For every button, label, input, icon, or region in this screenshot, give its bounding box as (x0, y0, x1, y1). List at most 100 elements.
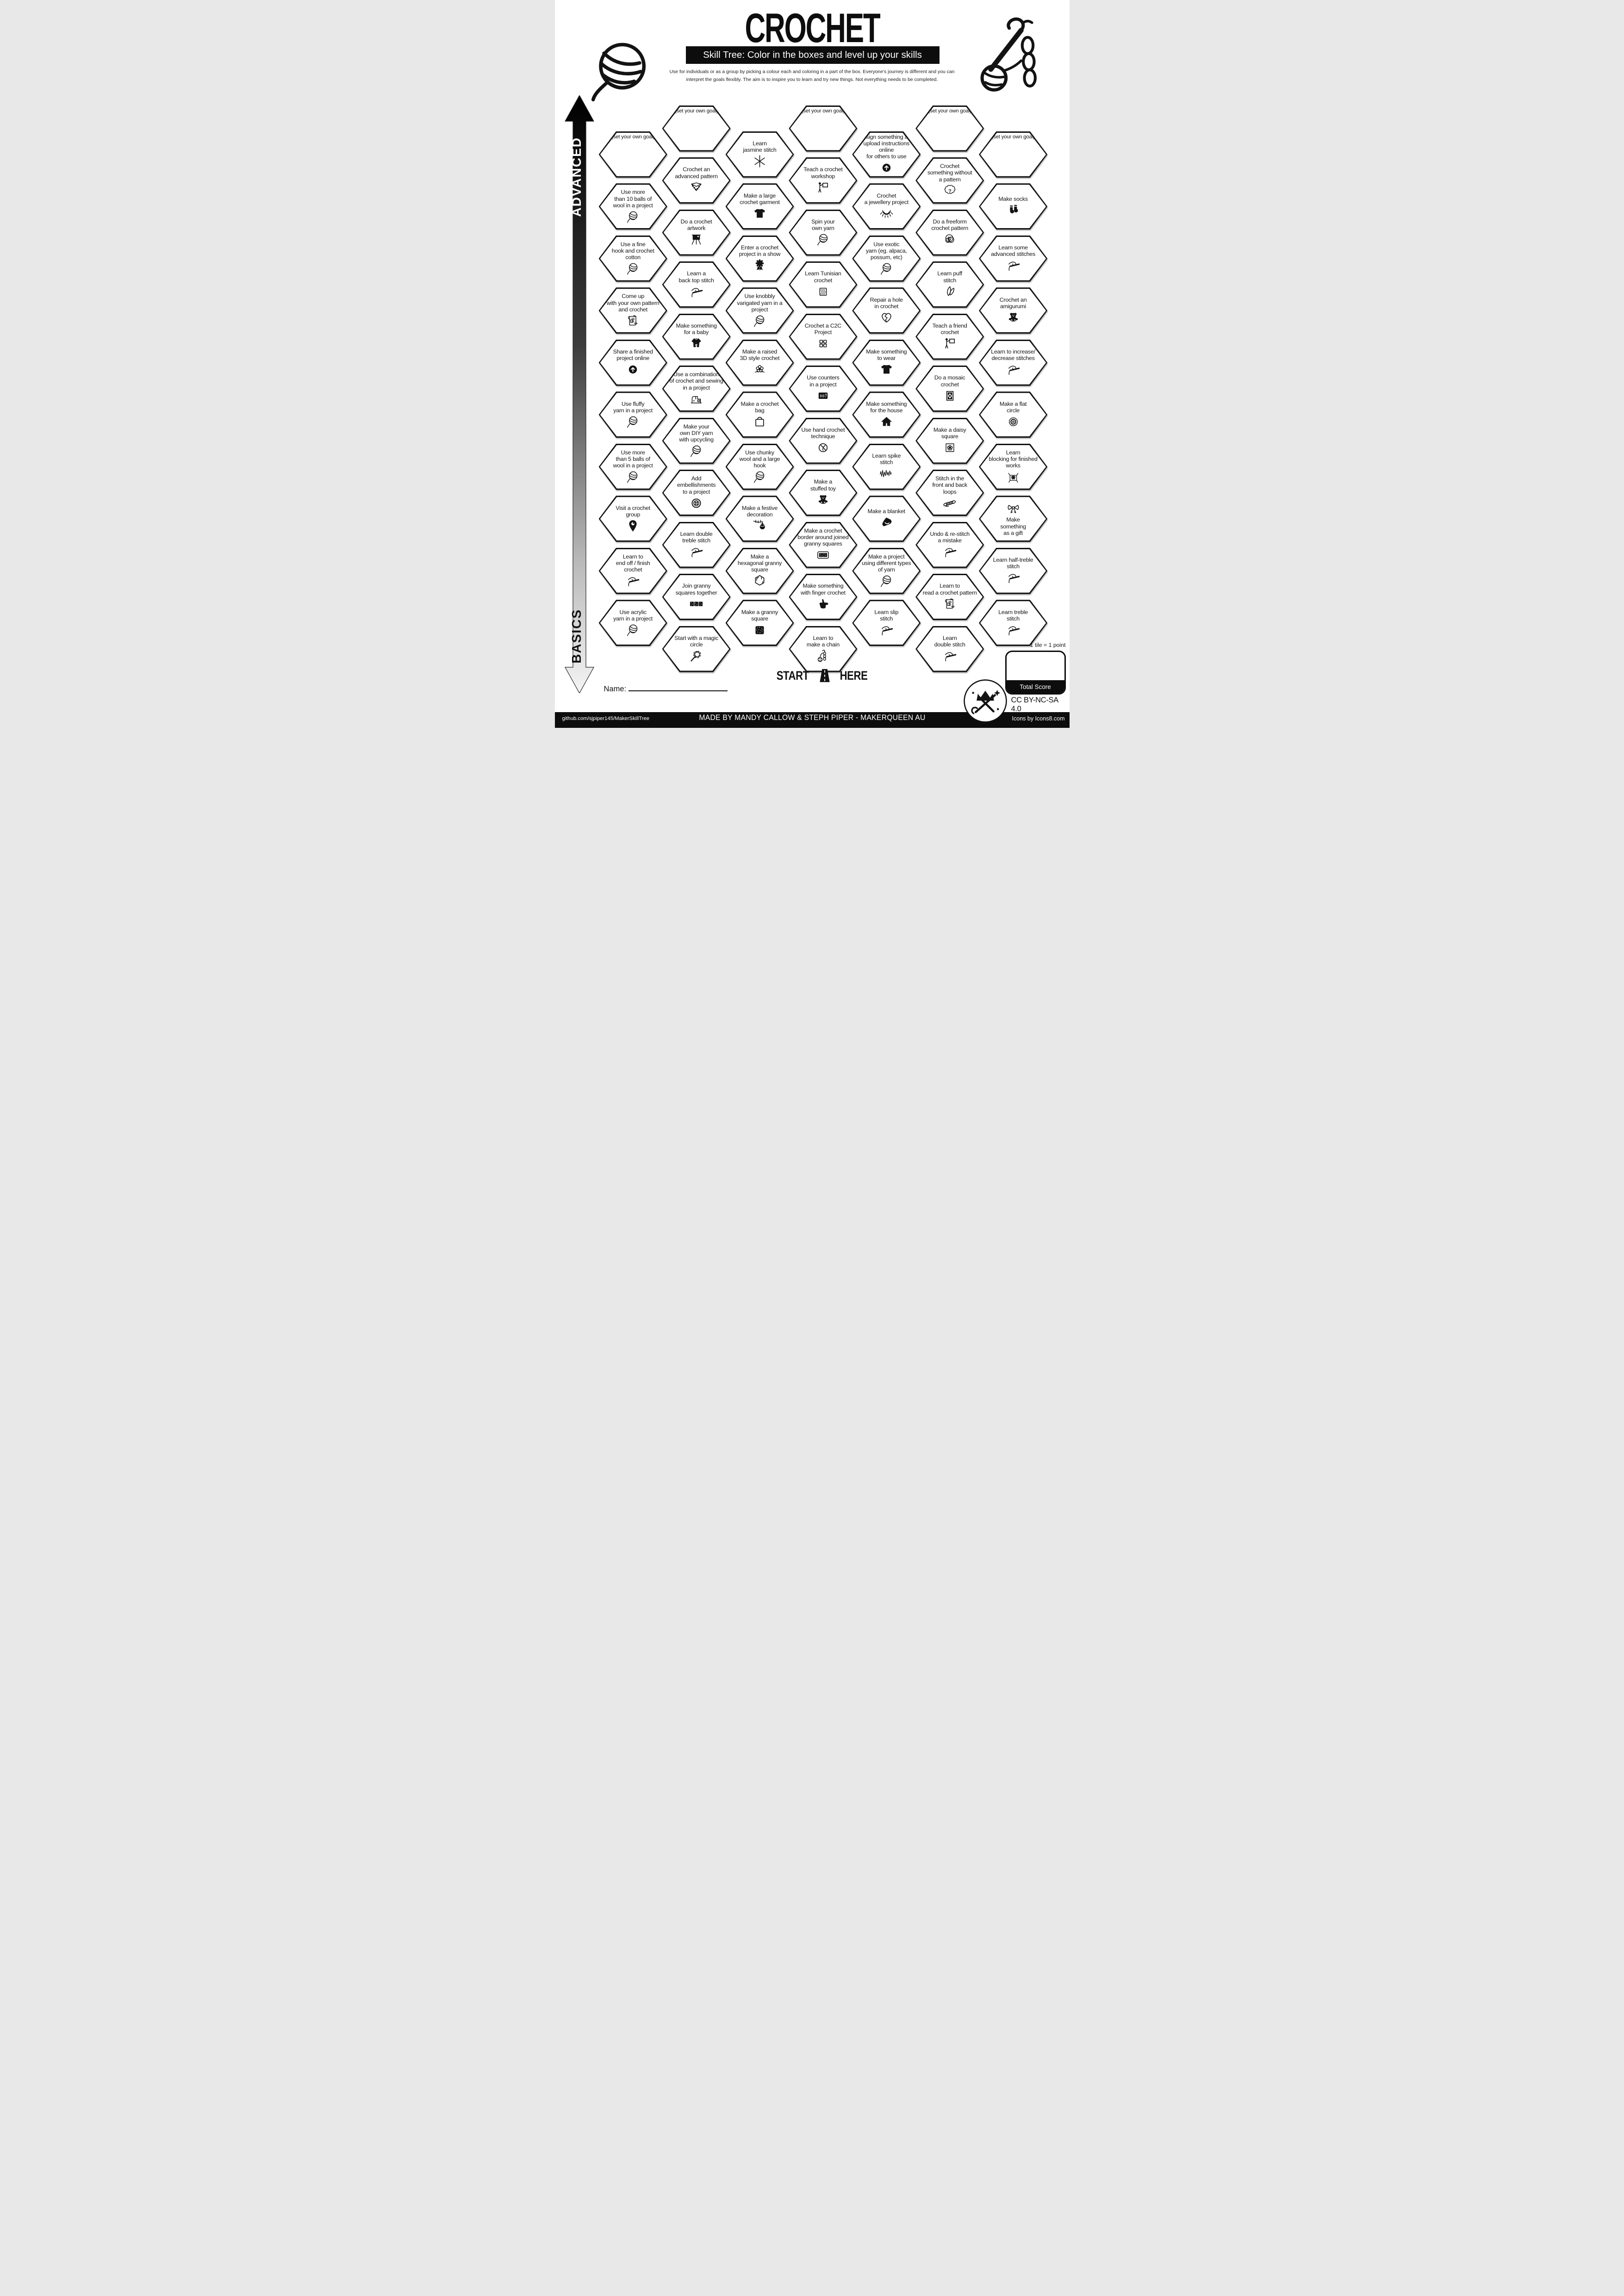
hex-tile[interactable]: Make a hexagonal granny square (725, 547, 794, 594)
hex-tile[interactable]: Use more than 5 balls of wool in a proje… (598, 443, 667, 490)
hex-tile-wrap: Learn treble stitch (979, 600, 1048, 646)
hex-tile[interactable]: Make a project using different types of … (852, 547, 921, 594)
makerqueen-logo-icon (963, 679, 1008, 726)
hex-tile-label: Make a blanket (867, 508, 905, 515)
hex-tile[interactable]: Learn to increase/ decrease stitches (979, 339, 1048, 386)
hex-tile[interactable]: Learn a back top stitch (662, 261, 731, 308)
hex-tile[interactable]: Use more than 10 balls of wool in a proj… (598, 183, 667, 230)
hex-tile-wrap: Visit a crochet group (598, 496, 667, 542)
hex-tile[interactable]: Make something with finger crochet (789, 574, 858, 620)
yarn-ball-icon (753, 314, 767, 328)
hex-tile-label: Learn Tunisian crochet (805, 270, 841, 284)
total-score-box[interactable]: Total Score (1005, 651, 1066, 695)
hex-tile[interactable]: Use a fine hook and crochet cotton (598, 235, 667, 282)
hex-tile-wrap: Learn double treble stitch (662, 521, 731, 568)
hex-tile[interactable]: Make your own DIY yarn with upcycling (662, 417, 731, 464)
advanced-label: ADVANCED (569, 137, 584, 217)
hex-tile[interactable]: (set your own goal) (598, 131, 667, 178)
hex-tile-label: (set your own goal) (675, 108, 718, 114)
hex-tile[interactable]: Enter a crochet project in a show (725, 235, 794, 282)
hex-tile[interactable]: Learn spike stitch (852, 443, 921, 490)
hex-tile[interactable]: Learn to read a crochet pattern (915, 574, 984, 620)
hex-tile-label: Make a crochet border around joined gran… (797, 527, 849, 547)
hex-tile[interactable]: Learn blocking for finished works (979, 443, 1048, 490)
hex-tile[interactable]: Make a blanket (852, 496, 921, 542)
hex-tile-wrap: Use acrylic yarn in a project (598, 600, 667, 646)
hex-tile[interactable]: Do a freeform crochet pattern (915, 209, 984, 256)
hex-tile[interactable]: Teach a crochet workshop (789, 157, 858, 204)
hex-tile-wrap: (set your own goal) (915, 105, 984, 152)
hex-tile[interactable]: Learn jasmine stitch (725, 131, 794, 178)
hex-tile[interactable]: (set your own goal) (789, 105, 858, 152)
hex-tile[interactable]: Make something to wear (852, 339, 921, 386)
hex-tile[interactable]: Make something for a baby (662, 313, 731, 360)
hex-tile[interactable]: Stitch in the front and back loops (915, 470, 984, 516)
hex-tile-wrap: Teach a crochet workshop (789, 157, 858, 204)
hex-tile[interactable]: Teach a friend crochet (915, 313, 984, 360)
hex-tile[interactable]: Make a flat circle (979, 391, 1048, 438)
hex-tile[interactable]: Visit a crochet group (598, 496, 667, 542)
baby-onesie-icon (689, 336, 703, 351)
hex-tile[interactable]: Learn treble stitch (979, 600, 1048, 646)
hex-tile[interactable]: Make something as a gift (979, 496, 1048, 542)
hex-tile[interactable]: Learn puff stitch (915, 261, 984, 308)
hex-tile[interactable]: Learn Tunisian crochet (789, 261, 858, 308)
hex-tile[interactable]: Make a raised 3D style crochet (725, 339, 794, 386)
hex-tile[interactable]: Share a finished project online (598, 339, 667, 386)
hex-tile[interactable]: Do a crochet artwork (662, 209, 731, 256)
name-input-line[interactable] (628, 684, 728, 691)
hex-tile[interactable]: Make a festive decoration (725, 496, 794, 542)
crochet-hook-icon (626, 574, 640, 588)
hex-tile[interactable]: Undo & re-stitch a mistake (915, 521, 984, 568)
hex-tile[interactable]: Use counters in a project 007 (789, 366, 858, 412)
hex-tile[interactable]: Make a granny square (725, 600, 794, 646)
hex-tile[interactable]: Learn to end off / finish crochet (598, 547, 667, 594)
hex-tile[interactable]: Make socks (979, 183, 1048, 230)
hex-tile[interactable]: Make a crochet border around joined gran… (789, 521, 858, 568)
hex-tile[interactable]: Use fluffy yarn in a project (598, 391, 667, 438)
hex-tile[interactable]: (set your own goal) (662, 105, 731, 152)
hex-tile[interactable]: Make a stuffed toy (789, 470, 858, 516)
hex-tile-wrap: (set your own goal) (662, 105, 731, 152)
hex-tile-wrap: Use more than 10 balls of wool in a proj… (598, 183, 667, 230)
hex-tile[interactable]: Make a crochet bag (725, 391, 794, 438)
hex-tile[interactable]: Use acrylic yarn in a project (598, 600, 667, 646)
hex-tile[interactable]: Repair a hole in crochet (852, 287, 921, 334)
hex-tile[interactable]: Crochet an advanced pattern (662, 157, 731, 204)
hex-tile[interactable]: Crochet a jewellery project (852, 183, 921, 230)
hex-tile-wrap: Make a flat circle (979, 391, 1048, 438)
hex-tile[interactable]: Do a mosaic crochet (915, 366, 984, 412)
hex-tile[interactable]: (set your own goal) (979, 131, 1048, 178)
hex-tile[interactable]: Learn half-treble stitch (979, 547, 1048, 594)
hex-tile[interactable]: Crochet an amigurumi (979, 287, 1048, 334)
hex-tile-label: Learn double treble stitch (680, 530, 713, 544)
hex-tile-label: Make a festive decoration (741, 504, 778, 518)
hex-tile[interactable]: Come up with your own pattern and croche… (598, 287, 667, 334)
hex-tile[interactable]: Start with a magic circle (662, 626, 731, 672)
hex-tile-label: Add embellishments to a project (677, 475, 716, 495)
hex-tile[interactable]: Use exotic yarn (eg. alpaca, possum, etc… (852, 235, 921, 282)
hex-tile[interactable]: Learn double treble stitch (662, 521, 731, 568)
hex-tile[interactable]: Spin your own yarn (789, 209, 858, 256)
hex-tile[interactable]: Use chunky wool and a large hook (725, 443, 794, 490)
hex-tile[interactable]: (set your own goal) (915, 105, 984, 152)
license-label: CC BY-NC-SA 4.0 (1011, 696, 1058, 713)
subtitle-banner: Skill Tree: Color in the boxes and level… (685, 46, 940, 64)
hex-tile[interactable]: Learn some advanced stitches (979, 235, 1048, 282)
hex-tile[interactable]: Crochet something without a pattern? (915, 157, 984, 204)
hex-tile[interactable]: Add embellishments to a project (662, 470, 731, 516)
hex-tile[interactable]: Use a combination of crochet and sewing … (662, 366, 731, 412)
hex-tile-label: Crochet a C2C Project (804, 322, 842, 335)
hex-tile[interactable]: Learn double stitch (915, 626, 984, 672)
hex-tile[interactable]: Use knobbly varigated yarn in a project (725, 287, 794, 334)
hex-tile[interactable]: Join granny squares together (662, 574, 731, 620)
hex-tile-wrap: Crochet something without a pattern? (915, 157, 984, 204)
hex-tile[interactable]: Design something and upload instructions… (852, 131, 921, 178)
joined-squares-icon (689, 597, 703, 611)
hex-tile[interactable]: Crochet a C2C Project (789, 313, 858, 360)
hex-tile[interactable]: Use hand crochet technique (789, 417, 858, 464)
hex-tile[interactable]: Make a daisy square (915, 417, 984, 464)
hex-tile[interactable]: Learn slip stitch (852, 600, 921, 646)
hex-tile[interactable]: Make a large crochet garment (725, 183, 794, 230)
hex-tile[interactable]: Make something for the house (852, 391, 921, 438)
